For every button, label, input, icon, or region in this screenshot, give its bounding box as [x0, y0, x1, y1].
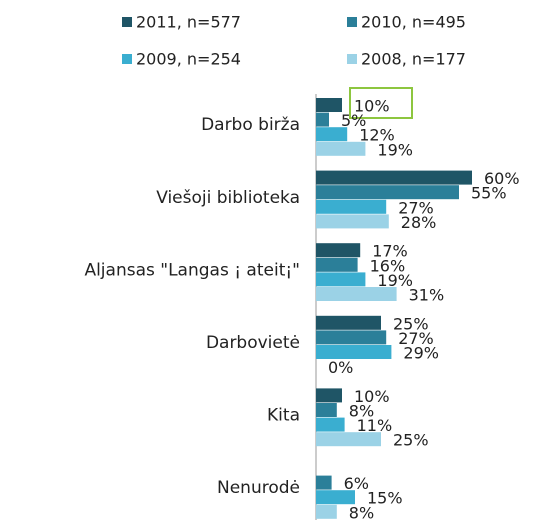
bar: [316, 257, 358, 272]
category-label: Aljansas "Langas ¡ ateit¡": [84, 260, 300, 280]
data-label: 60%: [484, 169, 520, 188]
bar: [316, 141, 366, 156]
data-label: 10%: [354, 387, 390, 406]
bar: [316, 214, 389, 229]
category-label: Darbovietė: [206, 333, 300, 353]
legend-label: 2008, n=177: [361, 50, 466, 69]
bar: [316, 127, 348, 142]
data-label: 29%: [403, 344, 439, 363]
bar: [316, 475, 332, 490]
data-label: 27%: [398, 198, 434, 217]
bar: [316, 432, 381, 447]
legend-label: 2009, n=254: [136, 50, 241, 69]
bar: [316, 388, 342, 403]
bar: [316, 287, 397, 301]
bar: [316, 490, 355, 505]
data-label: 6%: [344, 474, 369, 493]
data-label: 19%: [377, 140, 413, 159]
data-label: 11%: [357, 416, 393, 435]
category-label: Nenurodė: [217, 478, 300, 498]
highlight-box: [349, 87, 413, 119]
bar: [316, 112, 329, 127]
bar: [316, 403, 337, 417]
bar: [316, 185, 459, 200]
bar: [316, 315, 381, 330]
data-label: 27%: [398, 329, 434, 348]
data-label: 28%: [401, 213, 437, 232]
data-label: 8%: [349, 402, 374, 421]
data-label: 5%: [341, 111, 366, 130]
data-label: 25%: [393, 431, 429, 450]
category-label: Darbo birža: [201, 115, 300, 135]
bar: [316, 330, 387, 345]
data-label: 17%: [372, 242, 408, 261]
legend-swatch: [347, 17, 357, 27]
bar: [316, 199, 387, 214]
data-label: 16%: [370, 256, 406, 275]
data-label: 19%: [377, 271, 413, 290]
data-label: 25%: [393, 314, 429, 333]
legend-swatch: [122, 17, 132, 27]
data-label: 12%: [359, 126, 395, 145]
bar: [316, 504, 337, 519]
bar: [316, 345, 392, 359]
bar: [316, 272, 366, 287]
bar: [316, 170, 472, 185]
category-label: Viešoji biblioteka: [156, 188, 300, 208]
bar: [316, 417, 345, 432]
data-label: 8%: [349, 503, 374, 520]
legend-swatch: [122, 54, 132, 64]
data-label: 15%: [367, 489, 403, 508]
bar: [316, 98, 342, 112]
legend-label: 2011, n=577: [136, 13, 241, 32]
data-label: 55%: [471, 184, 507, 203]
category-label: Kita: [267, 406, 300, 426]
data-label: 31%: [409, 286, 445, 305]
legend-swatch: [347, 54, 357, 64]
data-label: 0%: [328, 358, 353, 377]
data-label: 10%: [354, 97, 390, 116]
bar: [316, 243, 361, 258]
legend-label: 2010, n=495: [361, 13, 466, 32]
